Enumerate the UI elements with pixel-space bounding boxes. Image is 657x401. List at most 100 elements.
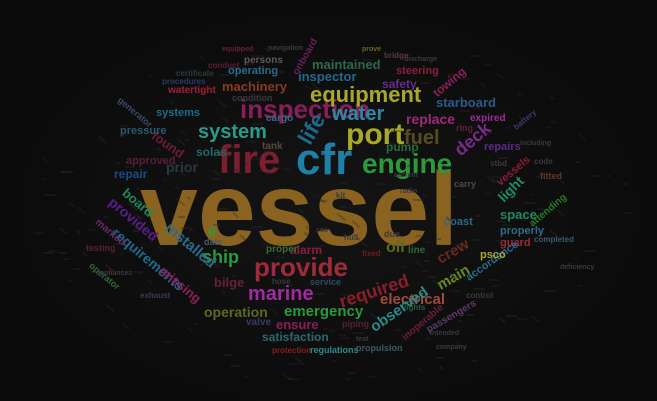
background-texture-mark [284,198,291,201]
background-texture-mark [470,238,478,241]
background-texture-mark [59,171,65,174]
background-texture-mark [536,176,540,179]
background-texture-mark [458,273,463,276]
background-texture-mark [174,71,179,74]
background-texture-mark [244,141,257,144]
background-texture-mark [113,243,125,246]
background-texture-mark [119,124,128,127]
background-texture-mark [476,215,481,218]
word-watertight: watertight [168,85,216,96]
background-texture-mark [319,199,327,202]
word-pressure: pressure [120,125,167,137]
word-repair: repair [114,167,148,181]
background-texture-mark [549,94,556,101]
background-texture-mark [577,133,587,141]
background-texture-mark [75,229,81,235]
background-texture-mark [488,279,499,282]
word-alarm: alarm [290,243,323,257]
background-texture-mark [77,207,87,216]
background-texture-mark [416,367,424,374]
background-texture-mark [119,134,127,137]
word-space: space [500,207,537,222]
background-texture-mark [58,252,67,255]
background-texture-mark [436,238,441,241]
word-guard: guard [500,237,531,249]
background-texture-mark [469,55,480,58]
word-due: due [384,229,401,239]
background-texture-mark [217,99,228,109]
background-texture-mark [271,146,280,149]
word-fuel: fuel [404,127,440,149]
background-texture-mark [413,199,424,202]
word-ensure: ensure [276,317,319,332]
background-texture-mark [97,135,108,145]
background-texture-mark [455,243,460,246]
background-texture-mark [449,289,461,292]
background-texture-mark [416,234,421,237]
background-texture-mark [407,165,411,168]
background-texture-mark [282,167,290,170]
background-texture-mark [577,284,581,287]
background-texture-mark [323,328,328,331]
word-solas: solas [196,145,227,159]
word-system: system [198,121,267,143]
background-texture-mark [188,229,194,232]
background-texture-mark [559,178,567,185]
background-texture-mark [452,196,457,199]
background-texture-mark [506,315,518,318]
background-texture-mark [186,326,194,334]
background-texture-mark [289,363,300,366]
background-texture-mark [333,359,337,362]
background-texture-mark [202,262,212,265]
background-texture-mark [316,245,326,248]
word-ship: ship [202,247,240,267]
background-texture-mark [470,360,478,363]
background-texture-mark [497,157,509,160]
word-stbd: stbd [490,159,507,168]
word-maintained: maintained [312,57,381,72]
background-texture-mark [517,92,524,98]
background-texture-mark [337,334,347,337]
word-water: water [332,103,385,125]
word-piping: piping [342,319,369,329]
word-oil: oil [386,239,405,256]
background-texture-mark [427,240,432,243]
background-texture-mark [178,216,186,219]
background-texture-mark [194,322,198,325]
word-propulsion: propulsion [356,343,403,353]
background-texture-mark [377,183,387,186]
word-discharge: discharge [404,56,438,63]
background-texture-mark [87,228,96,231]
word-vessel: vessel [140,152,459,268]
background-texture-mark [245,162,249,165]
background-texture-mark [551,121,555,124]
background-texture-mark [462,141,468,144]
word-carry: carry [454,179,477,189]
background-texture-mark [605,175,611,178]
word-company: company [436,344,467,351]
background-texture-mark [523,201,536,204]
background-texture-mark [73,268,81,271]
word-emergency: emergency [284,303,364,320]
background-texture-mark [212,224,220,227]
background-texture-mark [184,138,189,141]
background-texture-mark [492,248,498,251]
background-texture-mark [219,146,227,149]
background-texture-mark [348,372,356,375]
word-operating: operating [228,65,279,77]
background-texture-mark [330,329,335,332]
background-texture-mark [232,275,238,278]
word-proper: proper [266,244,298,255]
word-equipped: equipped [222,46,254,53]
word-ii: ii [208,223,216,239]
background-texture-mark [391,129,403,132]
background-texture-mark [576,161,581,164]
word-marine: marine [248,283,314,305]
background-texture-mark [181,227,192,230]
background-texture-mark [287,377,295,380]
word-systems: systems [156,107,201,119]
word-fixed: fixed [362,249,381,258]
background-texture-mark [67,279,73,282]
background-texture-mark [624,212,634,215]
background-texture-mark [590,174,602,177]
